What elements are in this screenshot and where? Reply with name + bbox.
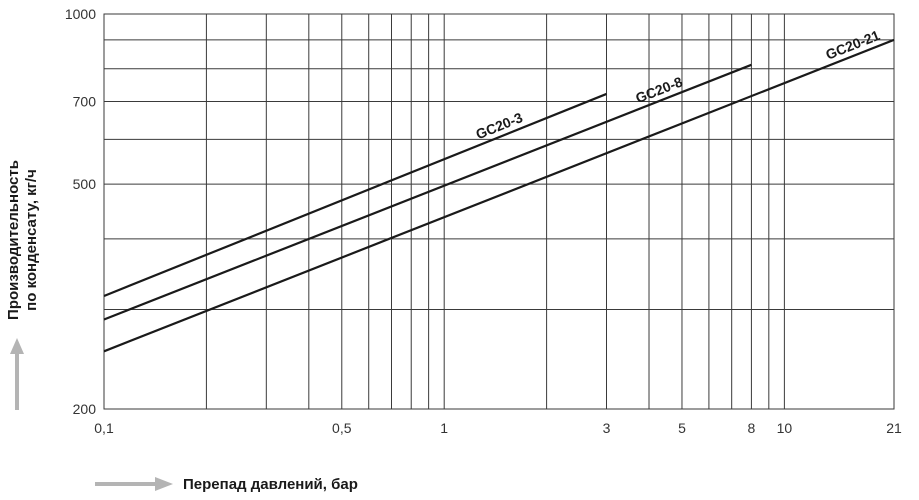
x-tick-label: 1	[440, 420, 448, 436]
x-tick-label: 0,1	[94, 420, 114, 436]
series-line-gc20-21	[103, 38, 895, 353]
x-tick-label: 21	[886, 420, 902, 436]
series-line-gc20-3	[103, 92, 607, 297]
y-tick-label: 500	[73, 176, 97, 192]
x-tick-label: 0,5	[332, 420, 352, 436]
x-axis-title: Перепад давлений, бар	[95, 474, 358, 494]
x-axis-label: Перепад давлений, бар	[183, 475, 358, 493]
y-tick-label: 1000	[65, 6, 96, 22]
x-axis-arrow-icon	[95, 477, 173, 491]
series-line-gc20-8	[103, 63, 752, 321]
x-tick-label: 10	[777, 420, 793, 436]
y-axis-arrow-icon	[10, 338, 24, 410]
y-tick-label: 200	[73, 401, 97, 417]
x-tick-label: 5	[678, 420, 686, 436]
y-axis-label: Производительность по конденсату, кг/ч	[5, 160, 40, 320]
x-tick-label: 3	[603, 420, 611, 436]
plot-frame	[103, 13, 895, 410]
y-tick-label: 700	[73, 94, 97, 110]
x-tick-label: 8	[748, 420, 756, 436]
